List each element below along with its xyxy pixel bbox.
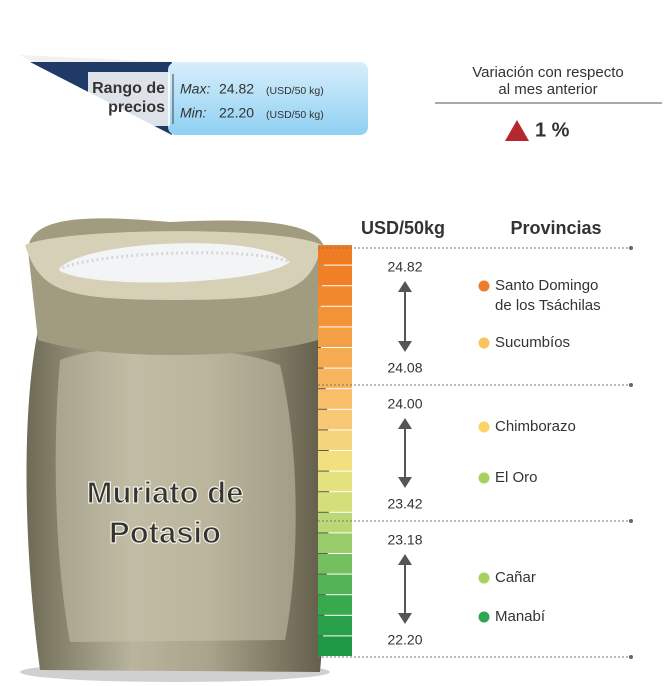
province-name: El Oro xyxy=(495,469,538,486)
max-unit: (USD/50 kg) xyxy=(266,85,324,97)
scale-stripe xyxy=(318,533,352,553)
separator-dot xyxy=(629,655,633,659)
max-label: Max: xyxy=(180,81,210,97)
variation-value: 1 % xyxy=(535,119,570,141)
price-high: 24.00 xyxy=(387,396,422,412)
scale-stripe xyxy=(318,595,352,615)
min-value: 22.20 xyxy=(219,105,254,121)
range-label: Rango de xyxy=(92,80,165,97)
min-unit: (USD/50 kg) xyxy=(266,109,324,121)
groups: 24.82 24.08 Santo Domingo de los Tsáchilas S… xyxy=(318,246,633,659)
product-name: Muriato de xyxy=(87,475,244,510)
scale-stripe xyxy=(318,266,352,286)
scale-stripe xyxy=(318,472,352,492)
scale-stripe xyxy=(318,513,352,533)
column-header: Provincias xyxy=(510,218,601,238)
scale-stripe xyxy=(318,348,352,368)
scale-stripe xyxy=(318,430,352,450)
arrow-head xyxy=(398,281,412,292)
scale-stripe xyxy=(318,410,352,430)
province-dot xyxy=(479,281,490,292)
sack: Muriato de Potasio xyxy=(20,218,330,682)
scale-stripe xyxy=(318,286,352,306)
variation-title: al mes anterior xyxy=(498,81,597,98)
province-name: Chimborazo xyxy=(495,418,576,435)
price-range: Rango de precios Max: 24.82 (USD/50 kg) … xyxy=(20,55,368,135)
province-name: Sucumbíos xyxy=(495,334,570,351)
max-value: 24.82 xyxy=(219,81,254,97)
column-header: USD/50kg xyxy=(361,218,445,238)
scale-stripe xyxy=(318,451,352,471)
scale-stripe xyxy=(318,636,352,656)
scale-stripe xyxy=(318,575,352,595)
separator-dot xyxy=(629,246,633,250)
range-label: precios xyxy=(108,99,165,116)
province-name: Cañar xyxy=(495,569,536,586)
arrow-head xyxy=(398,477,412,488)
scale-stripe xyxy=(318,307,352,327)
province-dot xyxy=(479,422,490,433)
price-low: 24.08 xyxy=(387,360,422,376)
province-name: Manabí xyxy=(495,608,546,625)
arrow-head xyxy=(398,554,412,565)
arrow-head xyxy=(398,418,412,429)
scale-stripe xyxy=(318,616,352,636)
infographic: Rango de precios Max: 24.82 (USD/50 kg) … xyxy=(0,0,669,686)
province-dot xyxy=(479,338,490,349)
product-name: Potasio xyxy=(109,515,221,550)
scale-stripe xyxy=(318,389,352,409)
min-label: Min: xyxy=(180,105,207,121)
scale-stripe xyxy=(318,492,352,512)
variation-title: Variación con respecto xyxy=(472,64,623,81)
province-dot xyxy=(479,612,490,623)
scale-stripe xyxy=(318,327,352,347)
province-dot xyxy=(479,573,490,584)
province-name: de los Tsáchilas xyxy=(495,297,601,314)
arrow-head xyxy=(398,341,412,352)
province-dot xyxy=(479,473,490,484)
price-high: 23.18 xyxy=(387,532,422,548)
price-low: 22.20 xyxy=(387,632,422,648)
up-triangle xyxy=(505,120,529,141)
separator-dot xyxy=(629,519,633,523)
price-low: 23.42 xyxy=(387,496,422,512)
price-box xyxy=(168,62,368,135)
price-high: 24.82 xyxy=(387,259,422,275)
scale-stripe xyxy=(318,554,352,574)
variation: Variación con respecto al mes anterior 1… xyxy=(435,64,662,141)
separator-dot xyxy=(629,383,633,387)
arrow-head xyxy=(398,613,412,624)
province-name: Santo Domingo xyxy=(495,277,598,294)
